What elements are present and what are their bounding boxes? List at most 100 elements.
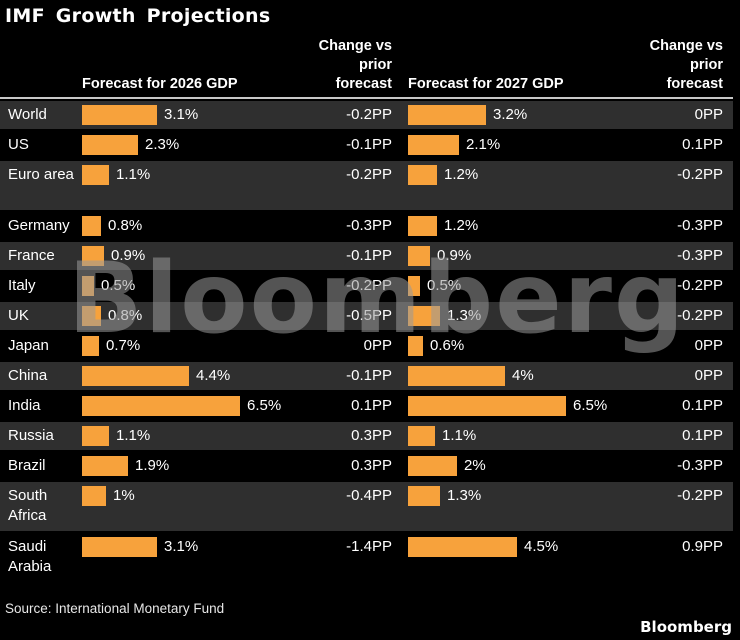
change-2026-value: -0.2PP — [346, 166, 392, 183]
forecast-2026-cell: 0.7% — [82, 332, 285, 356]
change-2027-value: -0.2PP — [677, 487, 723, 504]
forecast-2026-cell: 2.3% — [82, 131, 285, 155]
forecast-2027-bar — [408, 306, 440, 326]
change-2026-value: -0.2PP — [346, 106, 392, 123]
forecast-2026-value-label: 2.3% — [145, 136, 180, 153]
change-2027-value: -0.3PP — [677, 457, 723, 474]
change-2026-value: -0.4PP — [346, 487, 392, 504]
forecast-2027-cell: 3.2% — [408, 101, 611, 125]
table-row: World 3.1% -0.2PP 3.2% 0PP — [0, 101, 733, 129]
forecast-2026-bar — [82, 396, 240, 416]
change-2027-value: 0.1PP — [682, 397, 723, 414]
forecast-2027-bar — [408, 456, 457, 476]
forecast-2027-bar — [408, 426, 435, 446]
change-2026-value: -0.2PP — [346, 277, 392, 294]
forecast-2027-cell: 0.6% — [408, 332, 611, 356]
forecast-2026-value-label: 1.1% — [116, 166, 151, 183]
forecast-2026-bar — [82, 426, 109, 446]
chart-title: IMF Growth Projections — [5, 5, 271, 27]
change-2026-value: 0.1PP — [351, 397, 392, 414]
forecast-2027-value-label: 2% — [464, 457, 486, 474]
forecast-2026-value-label: 0.7% — [106, 337, 141, 354]
table-row: France 0.9% -0.1PP 0.9% -0.3PP — [0, 242, 733, 270]
forecast-2027-cell: 0.9% — [408, 242, 611, 266]
forecast-2027-value-label: 6.5% — [573, 397, 608, 414]
change-2026-value: 0.3PP — [351, 457, 392, 474]
forecast-2027-bar — [408, 396, 566, 416]
country-label: World — [8, 106, 47, 123]
forecast-2026-bar — [82, 246, 104, 266]
country-label: France — [8, 247, 55, 264]
forecast-2027-value-label: 3.2% — [493, 106, 528, 123]
header-forecast-2026: Forecast for 2026 GDP — [82, 76, 238, 92]
forecast-2027-bar — [408, 366, 505, 386]
forecast-2027-value-label: 0.6% — [430, 337, 465, 354]
forecast-2026-value-label: 4.4% — [196, 367, 231, 384]
forecast-2027-value-label: 1.3% — [447, 307, 482, 324]
country-label: India — [8, 397, 41, 414]
country-label: China — [8, 367, 48, 384]
table-row: Germany 0.8% -0.3PP 1.2% -0.3PP — [0, 212, 733, 240]
change-2027-value: -0.2PP — [677, 277, 723, 294]
forecast-2027-value-label: 0.9% — [437, 247, 472, 264]
change-2027-value: -0.3PP — [677, 217, 723, 234]
forecast-2027-bar — [408, 246, 430, 266]
change-2026-value: -0.3PP — [346, 217, 392, 234]
forecast-2027-value-label: 2.1% — [466, 136, 501, 153]
table-row: Saudi Arabia 3.1% -1.4PP 4.5% 0.9PP — [0, 533, 733, 582]
forecast-2026-bar — [82, 276, 94, 296]
forecast-2026-cell: 3.1% — [82, 101, 285, 125]
country-label: Euro area — [8, 166, 74, 183]
forecast-2027-cell: 6.5% — [408, 392, 611, 416]
country-label: Brazil — [8, 457, 46, 474]
change-2026-value: 0PP — [363, 337, 392, 354]
forecast-2026-cell: 4.4% — [82, 362, 285, 386]
header-change-2027: Change vs prior forecast — [649, 38, 723, 92]
country-label: Germany — [8, 217, 70, 234]
table-row: Italy 0.5% -0.2PP 0.5% -0.2PP — [0, 272, 733, 300]
table-row: UK 0.8% -0.5PP 1.3% -0.2PP — [0, 302, 733, 330]
forecast-2026-value-label: 0.5% — [101, 277, 136, 294]
forecast-2027-bar — [408, 216, 437, 236]
change-2027-value: -0.3PP — [677, 247, 723, 264]
country-label: Russia — [8, 427, 54, 444]
forecast-2026-cell: 6.5% — [82, 392, 285, 416]
forecast-2027-bar — [408, 276, 420, 296]
forecast-2027-bar — [408, 336, 423, 356]
forecast-2027-cell: 2.1% — [408, 131, 611, 155]
forecast-2027-cell: 1.1% — [408, 422, 611, 446]
forecast-2026-bar — [82, 105, 157, 125]
forecast-2027-value-label: 4% — [512, 367, 534, 384]
source-note: Source: International Monetary Fund — [5, 601, 225, 616]
forecast-2026-value-label: 1.9% — [135, 457, 170, 474]
country-label: Japan — [8, 337, 49, 354]
country-label: Saudi Arabia — [8, 538, 52, 575]
forecast-2027-value-label: 1.1% — [442, 427, 477, 444]
forecast-2027-value-label: 4.5% — [524, 538, 559, 555]
forecast-2027-cell: 4.5% — [408, 533, 611, 557]
change-2026-value: -0.1PP — [346, 367, 392, 384]
forecast-2027-bar — [408, 537, 517, 557]
forecast-2026-cell: 0.9% — [82, 242, 285, 266]
forecast-2027-value-label: 1.3% — [447, 487, 482, 504]
forecast-2026-bar — [82, 165, 109, 185]
forecast-2026-bar — [82, 336, 99, 356]
change-2026-value: -0.1PP — [346, 247, 392, 264]
forecast-2026-cell: 1.1% — [82, 422, 285, 446]
change-2027-value: 0PP — [694, 367, 723, 384]
forecast-2026-bar — [82, 306, 101, 326]
column-headers: Forecast for 2026 GDP Change vs prior fo… — [0, 37, 733, 99]
forecast-2026-cell: 1.9% — [82, 452, 285, 476]
forecast-2026-value-label: 1% — [113, 487, 135, 504]
forecast-2027-bar — [408, 135, 459, 155]
forecast-2027-cell: 0.5% — [408, 272, 611, 296]
bloomberg-logo: Bloomberg — [640, 618, 732, 636]
forecast-2027-bar — [408, 165, 437, 185]
table-row: South Africa 1% -0.4PP 1.3% -0.2PP — [0, 482, 733, 531]
table-row: Russia 1.1% 0.3PP 1.1% 0.1PP — [0, 422, 733, 450]
forecast-2026-value-label: 0.8% — [108, 217, 143, 234]
forecast-2026-bar — [82, 135, 138, 155]
table-row: Euro area 1.1% -0.2PP 1.2% -0.2PP — [0, 161, 733, 210]
forecast-2026-value-label: 1.1% — [116, 427, 151, 444]
